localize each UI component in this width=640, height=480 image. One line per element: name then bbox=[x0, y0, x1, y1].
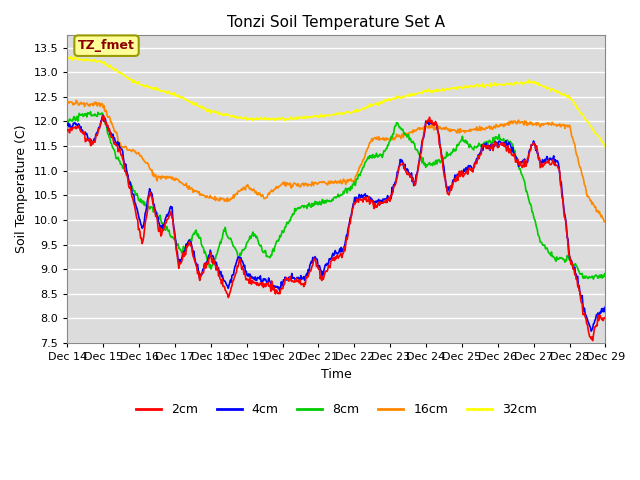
4cm bbox=[63, 122, 71, 128]
4cm bbox=[588, 328, 595, 334]
2cm bbox=[184, 243, 191, 249]
Line: 4cm: 4cm bbox=[67, 116, 605, 331]
Line: 32cm: 32cm bbox=[67, 57, 605, 147]
X-axis label: Time: Time bbox=[321, 368, 352, 381]
2cm bbox=[129, 197, 137, 203]
16cm bbox=[74, 101, 82, 107]
2cm bbox=[63, 128, 71, 133]
4cm bbox=[212, 260, 220, 265]
4cm bbox=[418, 139, 426, 144]
32cm bbox=[418, 89, 426, 95]
2cm bbox=[602, 314, 609, 320]
8cm bbox=[212, 252, 220, 258]
4cm bbox=[403, 167, 410, 173]
32cm bbox=[184, 98, 191, 104]
16cm bbox=[72, 97, 80, 103]
8cm bbox=[403, 132, 410, 138]
Y-axis label: Soil Temperature (C): Soil Temperature (C) bbox=[15, 125, 28, 253]
16cm bbox=[63, 99, 71, 105]
8cm bbox=[184, 240, 191, 245]
Line: 8cm: 8cm bbox=[67, 112, 605, 279]
32cm bbox=[212, 109, 220, 115]
8cm bbox=[589, 276, 597, 282]
16cm bbox=[212, 195, 220, 201]
2cm bbox=[589, 338, 596, 344]
Legend: 2cm, 4cm, 8cm, 16cm, 32cm: 2cm, 4cm, 8cm, 16cm, 32cm bbox=[131, 398, 542, 421]
32cm bbox=[63, 55, 71, 60]
16cm bbox=[602, 218, 609, 224]
4cm bbox=[99, 113, 106, 119]
8cm bbox=[418, 160, 426, 166]
8cm bbox=[86, 109, 94, 115]
32cm bbox=[403, 93, 410, 98]
16cm bbox=[403, 131, 410, 136]
2cm bbox=[99, 113, 107, 119]
8cm bbox=[63, 119, 71, 125]
2cm bbox=[418, 142, 426, 147]
32cm bbox=[602, 144, 609, 150]
8cm bbox=[73, 114, 81, 120]
4cm bbox=[184, 240, 191, 246]
2cm bbox=[212, 267, 220, 273]
4cm bbox=[602, 304, 609, 310]
Line: 2cm: 2cm bbox=[67, 116, 605, 341]
16cm bbox=[129, 147, 137, 153]
16cm bbox=[184, 183, 191, 189]
4cm bbox=[129, 192, 137, 197]
32cm bbox=[67, 54, 74, 60]
Line: 16cm: 16cm bbox=[67, 100, 605, 222]
16cm bbox=[601, 219, 609, 225]
16cm bbox=[418, 126, 426, 132]
Text: TZ_fmet: TZ_fmet bbox=[78, 39, 135, 52]
8cm bbox=[129, 188, 137, 193]
2cm bbox=[73, 124, 81, 130]
2cm bbox=[403, 170, 410, 176]
8cm bbox=[602, 273, 609, 278]
Title: Tonzi Soil Temperature Set A: Tonzi Soil Temperature Set A bbox=[227, 15, 445, 30]
32cm bbox=[129, 80, 137, 86]
4cm bbox=[73, 122, 81, 128]
32cm bbox=[74, 55, 82, 61]
